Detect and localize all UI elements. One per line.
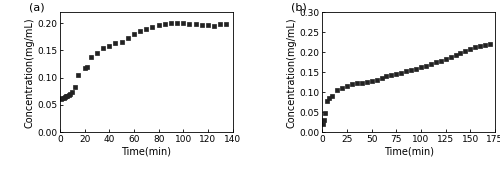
- Y-axis label: Concentration(mg/mL): Concentration(mg/mL): [24, 17, 34, 128]
- Text: (b): (b): [292, 3, 307, 13]
- X-axis label: Time(min): Time(min): [384, 147, 434, 157]
- X-axis label: Time(min): Time(min): [122, 147, 172, 157]
- Y-axis label: Concentration(mg/mL): Concentration(mg/mL): [286, 17, 296, 128]
- Text: (a): (a): [29, 3, 44, 13]
